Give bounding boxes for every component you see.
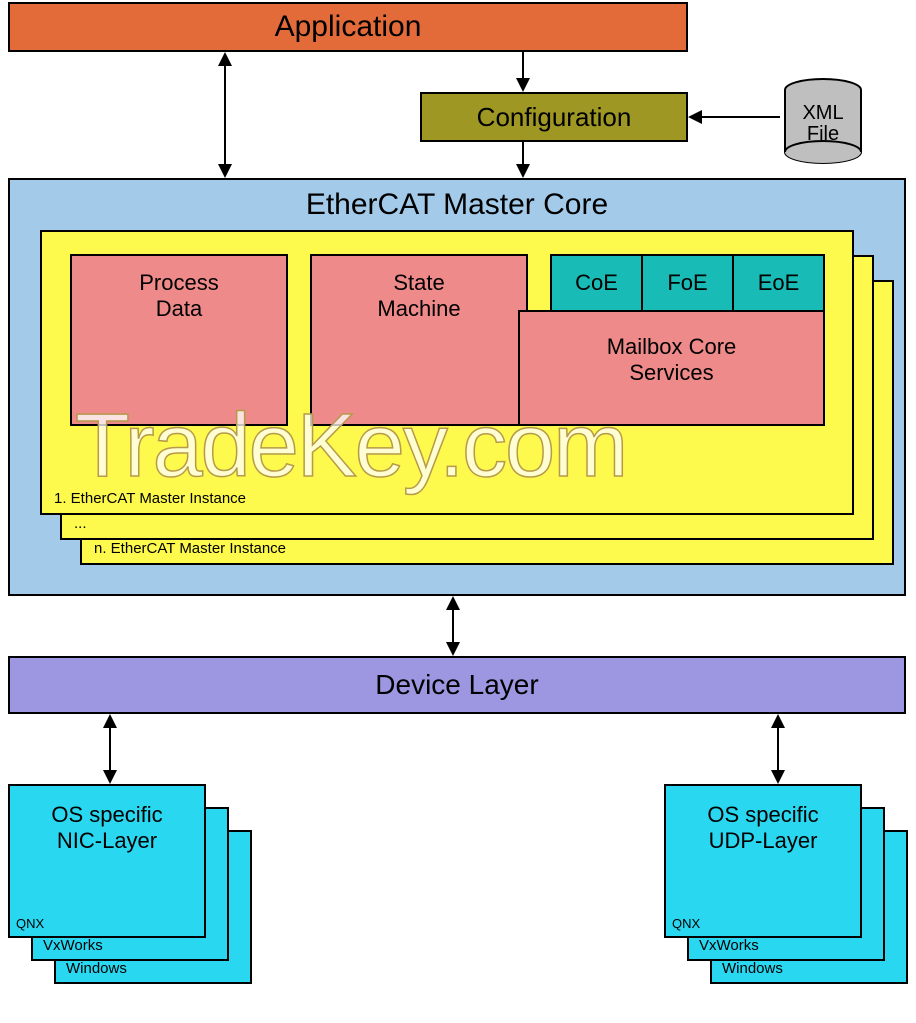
nic-qnx: QNX — [16, 916, 44, 931]
instance-mid-label: ... — [74, 515, 87, 532]
configuration-label: Configuration — [477, 102, 632, 133]
configuration-box: Configuration — [420, 92, 688, 142]
xml-file-label: XML File — [782, 103, 864, 145]
device-layer-label: Device Layer — [375, 669, 538, 701]
application-label: Application — [275, 10, 422, 44]
nic-windows: Windows — [66, 960, 127, 977]
state-machine-l1: State — [312, 270, 526, 296]
master-core-title: EtherCAT Master Core — [10, 180, 904, 230]
process-data-l1: Process — [72, 270, 286, 296]
nic-stack-1: OS specific NIC-Layer QNX — [8, 784, 206, 938]
coe-box: CoE — [550, 254, 643, 312]
xml-line1: XML — [802, 102, 843, 124]
mailbox-l1: Mailbox Core — [520, 334, 823, 360]
process-data-box: Process Data — [70, 254, 288, 426]
foe-label: FoE — [667, 270, 707, 296]
udp-l2: UDP-Layer — [666, 828, 860, 854]
coe-label: CoE — [575, 270, 618, 296]
nic-l1: OS specific — [10, 802, 204, 828]
eoe-label: EoE — [758, 270, 800, 296]
arrow-app-config — [508, 52, 538, 92]
master-core-container: EtherCAT Master Core n. EtherCAT Master … — [8, 178, 906, 596]
udp-vxworks: VxWorks — [699, 937, 759, 954]
arrow-config-core — [508, 142, 538, 178]
arrow-app-core — [210, 52, 240, 178]
foe-box: FoE — [641, 254, 734, 312]
state-machine-l2: Machine — [312, 296, 526, 322]
arrow-device-nic — [95, 714, 125, 784]
state-machine-box: State Machine — [310, 254, 528, 426]
mailbox-box: Mailbox Core Services — [518, 310, 825, 426]
nic-l2: NIC-Layer — [10, 828, 204, 854]
udp-windows: Windows — [722, 960, 783, 977]
nic-title: OS specific NIC-Layer — [10, 786, 204, 854]
udp-stack-1: OS specific UDP-Layer QNX — [664, 784, 862, 938]
udp-l1: OS specific — [666, 802, 860, 828]
device-layer-box: Device Layer — [8, 656, 906, 714]
udp-qnx: QNX — [672, 916, 700, 931]
instance-1-label: 1. EtherCAT Master Instance — [54, 490, 246, 507]
nic-vxworks: VxWorks — [43, 937, 103, 954]
application-box: Application — [8, 2, 688, 52]
arrow-xml-config — [688, 105, 780, 129]
eoe-box: EoE — [732, 254, 825, 312]
process-data-l2: Data — [72, 296, 286, 322]
mailbox-l2: Services — [520, 360, 823, 386]
arrow-device-udp — [763, 714, 793, 784]
udp-title: OS specific UDP-Layer — [666, 786, 860, 854]
instance-n-label: n. EtherCAT Master Instance — [94, 540, 286, 557]
arrow-core-device — [438, 596, 468, 656]
xml-line2: File — [807, 123, 839, 145]
instance-stack-1: 1. EtherCAT Master Instance Process Data… — [40, 230, 854, 515]
